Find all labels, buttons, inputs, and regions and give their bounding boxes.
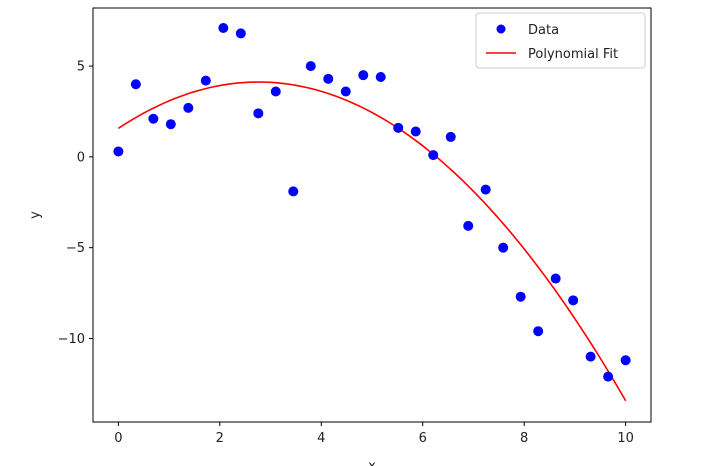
data-point	[323, 73, 334, 84]
data-point	[165, 119, 176, 130]
data-point	[533, 326, 544, 337]
polynomial-fit-line	[117, 81, 627, 402]
data-point	[130, 79, 141, 90]
data-point	[515, 291, 526, 302]
x-axis-label: x	[368, 459, 376, 466]
x-tick-label: 10	[617, 431, 634, 446]
data-point	[585, 351, 596, 362]
x-tick-label: 6	[419, 431, 427, 446]
data-point	[445, 131, 456, 142]
data-point	[270, 86, 281, 97]
data-point	[200, 75, 211, 86]
data-point	[550, 273, 561, 284]
data-point	[183, 102, 194, 113]
y-tick-label: −5	[66, 241, 85, 256]
y-axis-label: y	[28, 211, 43, 219]
legend-marker-data	[496, 24, 506, 34]
data-points	[113, 22, 631, 382]
data-point	[410, 126, 421, 137]
data-point	[375, 72, 386, 82]
data-point	[393, 122, 404, 133]
data-point	[568, 295, 579, 306]
y-tick-label: 0	[77, 150, 85, 165]
data-point	[235, 28, 246, 39]
data-point	[288, 186, 299, 197]
data-point	[305, 61, 316, 72]
data-point	[603, 371, 614, 382]
data-point	[148, 113, 159, 124]
legend-label-data: Data	[528, 23, 559, 38]
x-tick-label: 4	[317, 431, 325, 446]
plot-area	[92, 7, 652, 423]
data-point	[340, 86, 351, 97]
data-point	[113, 146, 124, 157]
x-tick-label: 8	[520, 431, 528, 446]
data-point	[480, 184, 491, 195]
data-point	[620, 355, 631, 366]
legend-label-fit: Polynomial Fit	[528, 47, 618, 62]
y-tick-label: −10	[58, 332, 85, 347]
data-point	[218, 22, 229, 33]
data-point	[498, 242, 509, 253]
legend: Data Polynomial Fit	[475, 12, 646, 69]
data-point	[253, 108, 264, 119]
legend-box	[475, 12, 646, 69]
x-tick-label: 0	[114, 431, 122, 446]
data-point	[358, 70, 369, 81]
data-point	[463, 220, 474, 231]
y-tick-label: 5	[77, 60, 85, 75]
data-point	[428, 150, 439, 161]
axis-ticks: 0 2 4 6 8 10 −10 −5 0 5	[58, 60, 634, 446]
x-tick-label: 2	[216, 431, 224, 446]
